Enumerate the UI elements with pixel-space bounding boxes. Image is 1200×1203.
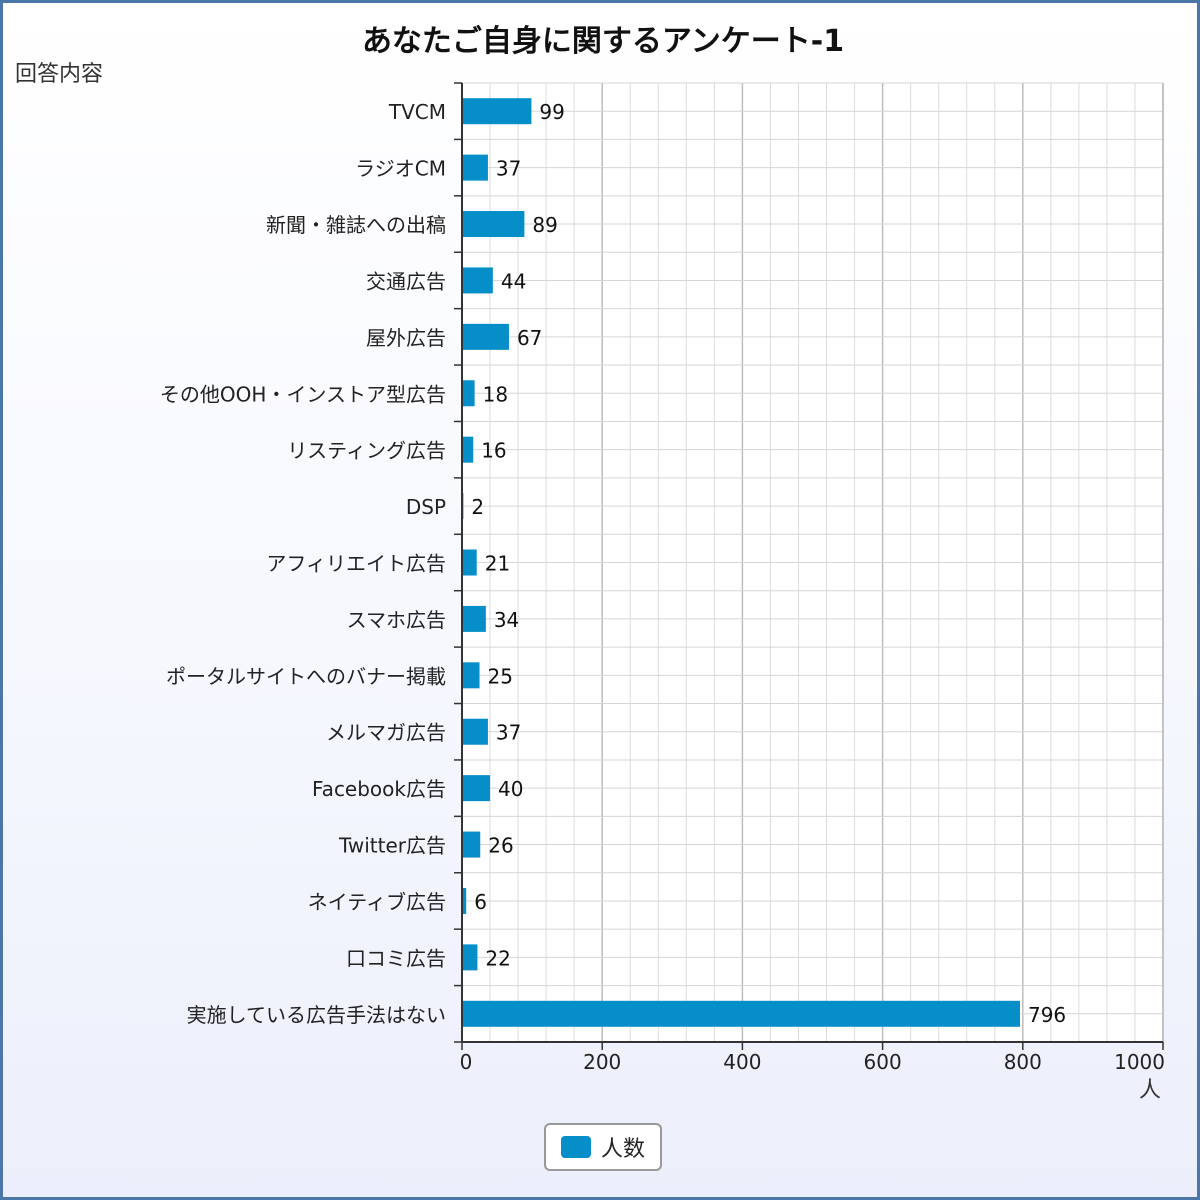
- bar[interactable]: [462, 662, 480, 689]
- x-tick-label: 400: [723, 1050, 761, 1074]
- bar[interactable]: [462, 380, 475, 407]
- data-label: 40: [498, 777, 523, 801]
- data-label: 89: [532, 213, 557, 237]
- bar[interactable]: [462, 944, 478, 971]
- x-axis-unit: 人: [1139, 1078, 1161, 1103]
- data-label: 18: [483, 382, 508, 406]
- bar[interactable]: [462, 831, 481, 858]
- category-label: DSP: [406, 495, 446, 519]
- bar[interactable]: [462, 323, 509, 350]
- bar[interactable]: [462, 549, 477, 576]
- category-label: 交通広告: [366, 269, 446, 293]
- x-tick-label: 200: [583, 1050, 621, 1074]
- category-label: 実施している広告手法はない: [187, 1003, 446, 1027]
- legend-label: 人数: [600, 1137, 645, 1162]
- category-label: メルマガ広告: [326, 721, 446, 745]
- bar-chart: あなたご自身に関するアンケート-1 回答内容 人 99 TVCM 37 ラジオCM 89…: [15, 24, 1165, 1103]
- category-label: Twitter広告: [338, 834, 446, 858]
- category-label: 屋外広告: [366, 326, 446, 350]
- x-tick-label: 1000: [1114, 1050, 1165, 1074]
- bar[interactable]: [462, 718, 488, 745]
- category-label: リスティング広告: [287, 439, 446, 463]
- category-label: その他OOH・インストア型広告: [160, 382, 446, 406]
- bar[interactable]: [462, 98, 532, 125]
- x-tick-label: 800: [1004, 1050, 1042, 1074]
- data-label: 21: [485, 552, 510, 576]
- bar[interactable]: [462, 267, 493, 294]
- category-label: Facebook広告: [312, 777, 446, 801]
- category-label: TVCM: [388, 100, 446, 124]
- category-label: ラジオCM: [355, 157, 446, 181]
- data-label: 22: [485, 946, 510, 970]
- axes: [454, 82, 1164, 1050]
- chart-title: あなたご自身に関するアンケート-1: [362, 24, 844, 59]
- data-label: 26: [488, 834, 513, 858]
- category-label: 口コミ広告: [346, 946, 446, 970]
- legend-swatch: [560, 1136, 591, 1158]
- data-label: 99: [539, 100, 564, 124]
- x-tick-label: 600: [864, 1050, 902, 1074]
- x-tick-label: 0: [460, 1050, 473, 1074]
- bar[interactable]: [462, 887, 467, 914]
- bar[interactable]: [462, 436, 474, 463]
- category-label: ポータルサイトへのバナー掲載: [166, 664, 446, 688]
- data-label: 16: [481, 439, 506, 463]
- category-label: スマホ広告: [347, 608, 446, 632]
- data-label: 2: [471, 495, 484, 519]
- bar[interactable]: [462, 211, 525, 238]
- category-label: 新聞・雑誌への出稿: [266, 213, 446, 237]
- category-label: アフィリエイト広告: [266, 552, 446, 576]
- bars: [462, 98, 1020, 1027]
- bar[interactable]: [462, 605, 486, 632]
- data-label: 6: [474, 890, 487, 914]
- data-label: 37: [496, 157, 521, 181]
- y-axis-title: 回答内容: [15, 62, 103, 87]
- legend[interactable]: 人数: [544, 1123, 662, 1171]
- data-label: 34: [494, 608, 519, 632]
- bar[interactable]: [462, 775, 491, 802]
- bar[interactable]: [462, 154, 488, 181]
- data-label: 796: [1028, 1003, 1066, 1027]
- grid-lines: [461, 82, 1164, 1043]
- labels: 99 TVCM 37 ラジオCM 89 新聞・雑誌への出稿 44 交通広告 67 屋外広告 18 その…: [160, 100, 1165, 1074]
- data-label: 67: [517, 326, 542, 350]
- category-label: ネイティブ広告: [308, 890, 446, 914]
- data-label: 44: [501, 269, 526, 293]
- bar[interactable]: [462, 1000, 1020, 1027]
- data-label: 25: [488, 664, 513, 688]
- data-label: 37: [496, 721, 521, 745]
